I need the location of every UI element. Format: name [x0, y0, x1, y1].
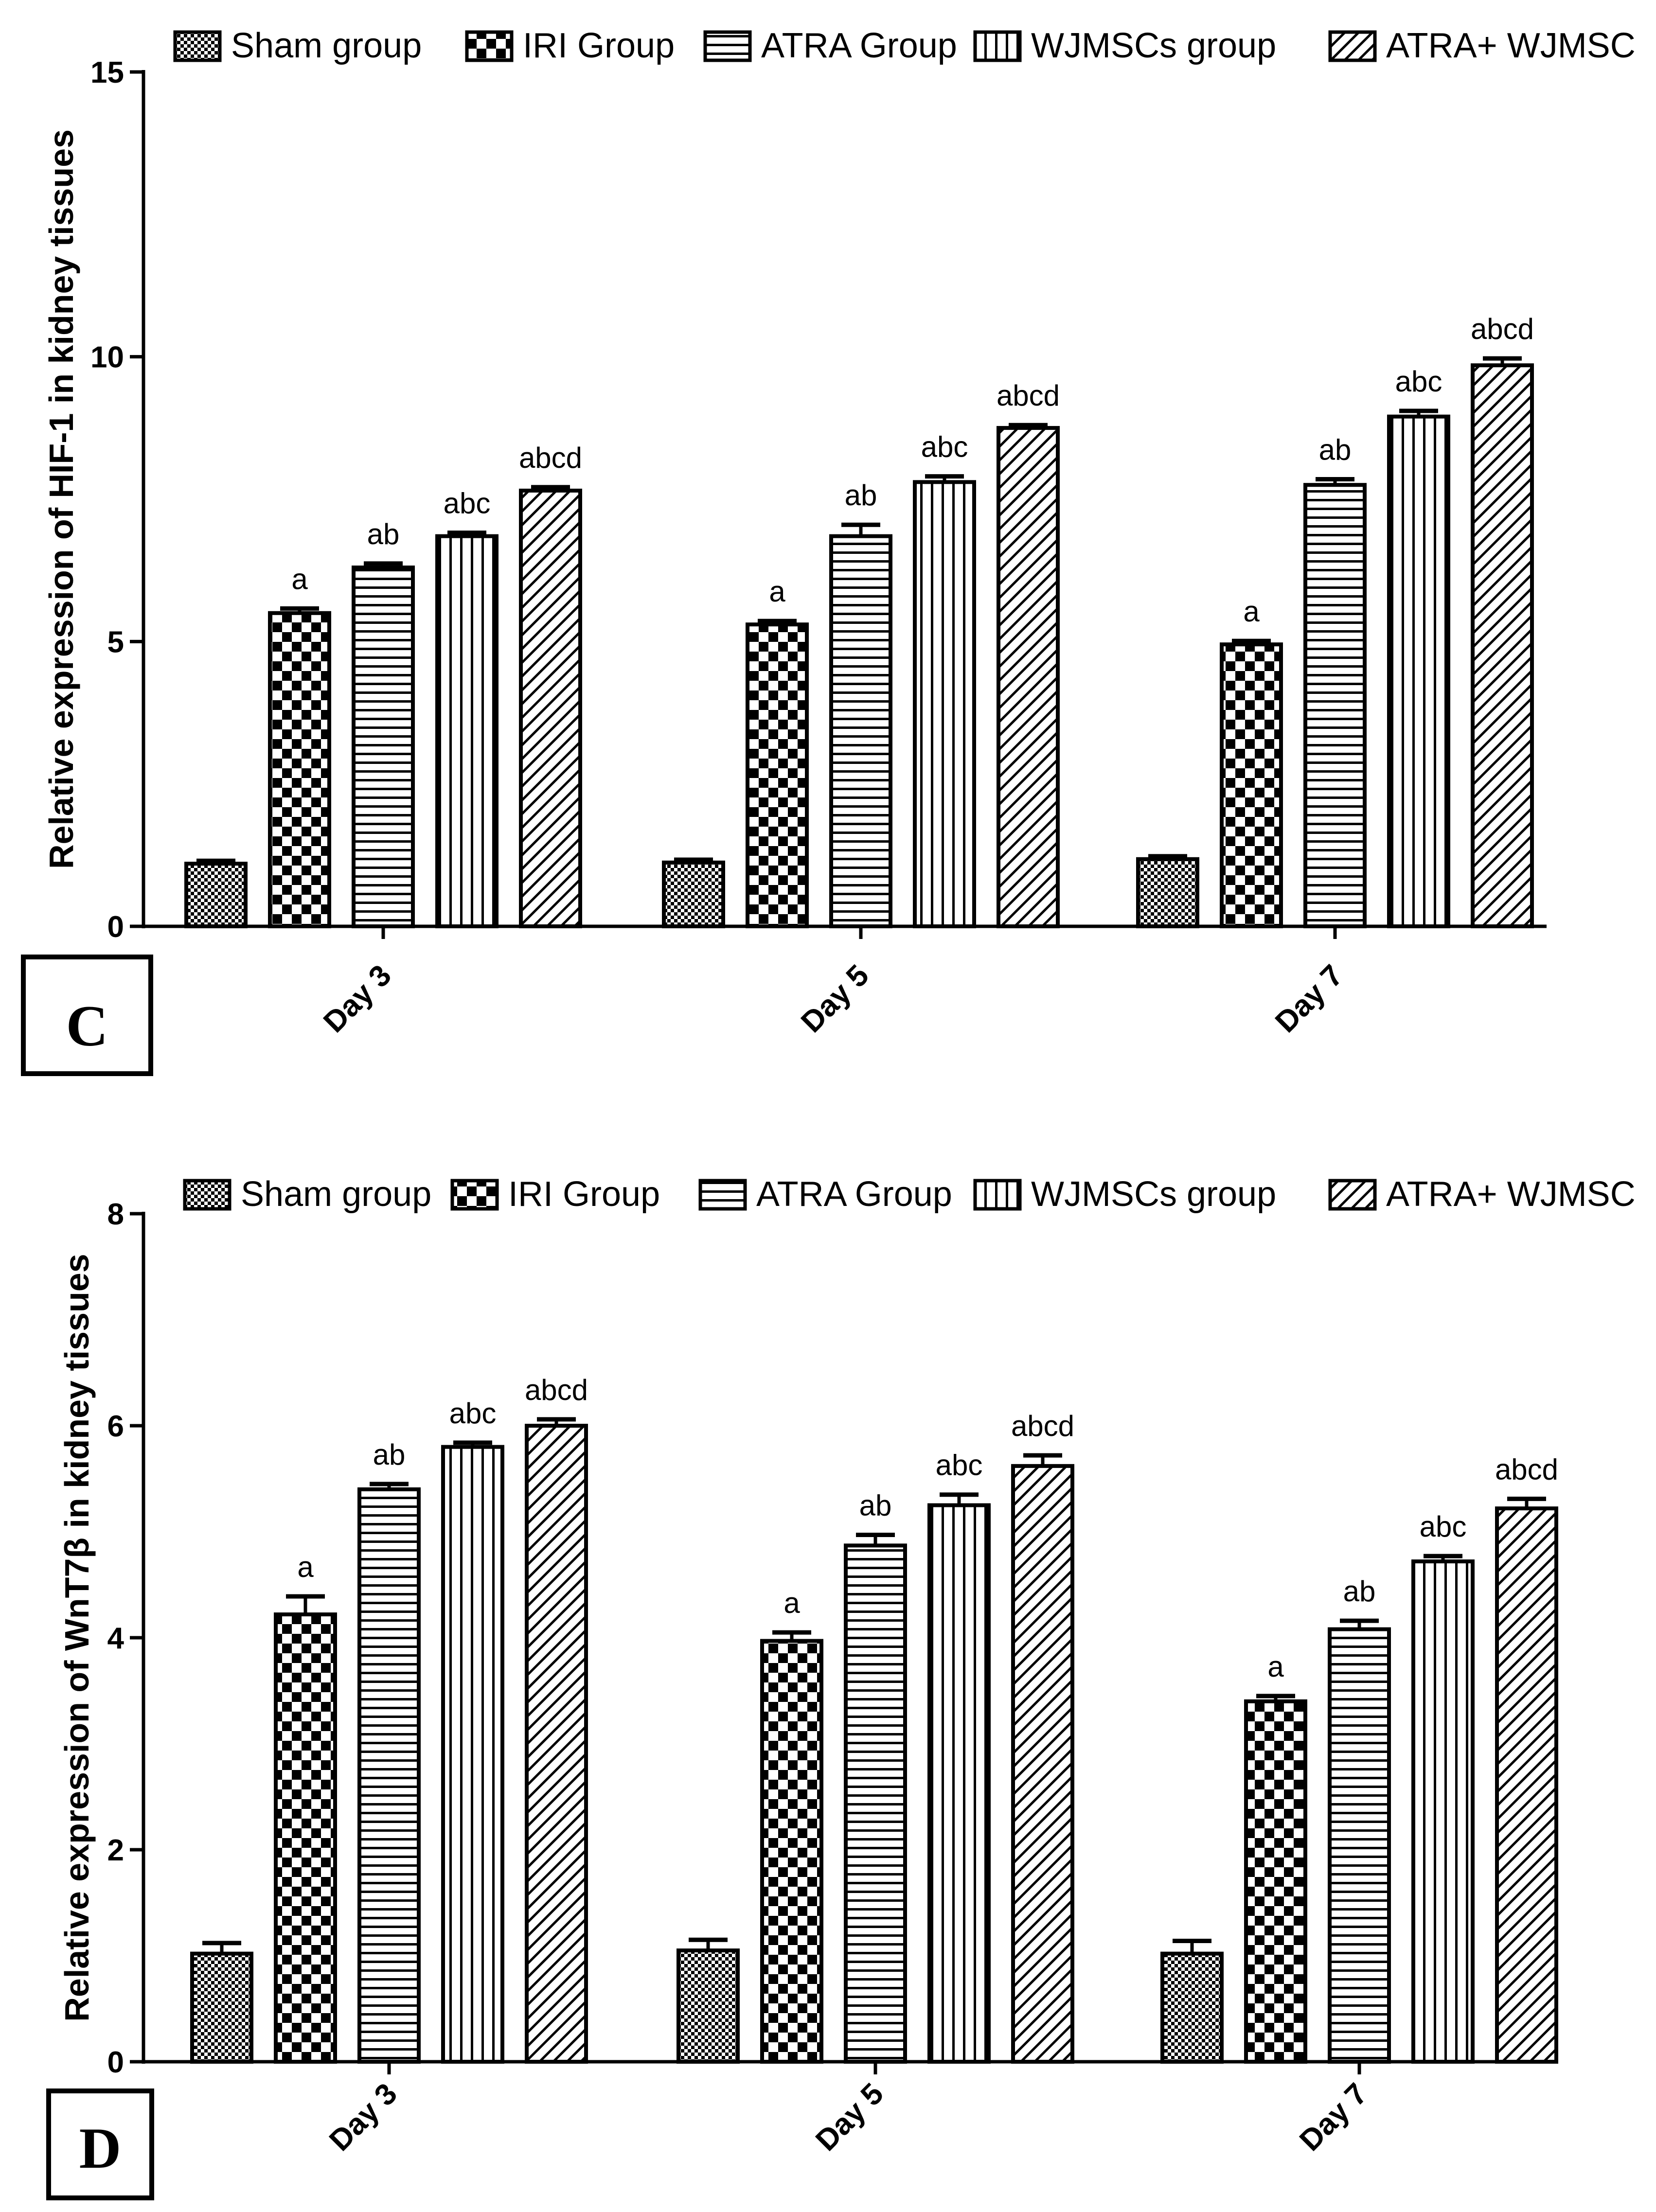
x-tick-label: Day 5 — [795, 958, 875, 1039]
y-tick-label: 5 — [107, 625, 124, 659]
bar-checker-large-0 — [268, 611, 331, 929]
significance-label: abcd — [519, 442, 582, 474]
significance-label: abc — [449, 1397, 497, 1430]
significance-label: abcd — [525, 1374, 588, 1406]
significance-label: a — [783, 1587, 800, 1619]
legend-swatch-diagonal — [1328, 1179, 1377, 1211]
bar-checker-small-0 — [184, 862, 248, 928]
significance-label: abc — [921, 431, 968, 463]
y-axis-title: Relative expression of HIF-1 in kidney t… — [42, 129, 80, 869]
significance-label: ab — [1343, 1575, 1376, 1608]
bar-diagonal-1 — [1011, 1464, 1074, 2064]
y-tick-label: 15 — [90, 56, 124, 89]
significance-label: a — [291, 563, 308, 595]
panel-label-box — [46, 2088, 154, 2200]
bar-diagonal-0 — [519, 488, 582, 928]
bar-horizontal-0 — [352, 566, 415, 929]
legend-label: IRI Group — [523, 26, 675, 65]
bar-diagonal-0 — [525, 1424, 588, 2064]
bar-checker-small-0 — [190, 1951, 253, 2064]
legend-swatch-diagonal — [1328, 30, 1377, 62]
legend-swatch-checker-small — [173, 30, 222, 62]
legend-swatch-horizontal — [698, 1179, 747, 1211]
bar-checker-small-2 — [1160, 1951, 1224, 2064]
significance-label: ab — [859, 1489, 892, 1522]
legend-label: Sham group — [241, 1175, 431, 1214]
significance-label: ab — [845, 479, 877, 512]
panel-label: D — [79, 2116, 122, 2180]
x-tick-label: Day 3 — [323, 2077, 404, 2158]
significance-label: a — [769, 575, 785, 608]
bar-checker-large-2 — [1244, 1699, 1307, 2064]
legend-label: WJMSCs group — [1031, 1175, 1276, 1214]
legend-label: ATRA+ WJMSC — [1386, 26, 1636, 65]
bar-vertical-2 — [1387, 414, 1450, 929]
bar-vertical-0 — [441, 1445, 504, 2064]
significance-label: abc — [1395, 365, 1442, 398]
x-tick-label: Day 7 — [1293, 2077, 1374, 2158]
significance-label: a — [297, 1551, 314, 1583]
panel-label: C — [66, 993, 108, 1058]
significance-label: ab — [367, 518, 400, 550]
legend-label: ATRA+ WJMSC — [1386, 1175, 1636, 1214]
bar-vertical-2 — [1411, 1559, 1475, 2064]
bar-diagonal-2 — [1471, 363, 1534, 928]
legend-swatch-checker-large — [450, 1179, 499, 1211]
bar-vertical-1 — [927, 1503, 991, 2064]
bar-horizontal-2 — [1328, 1627, 1391, 2064]
legend-swatch-vertical — [973, 30, 1022, 62]
significance-label: ab — [373, 1438, 406, 1471]
legend-swatch-checker-small — [183, 1179, 231, 1211]
y-tick-label: 10 — [90, 341, 124, 374]
bar-horizontal-1 — [829, 534, 892, 929]
bar-checker-small-2 — [1136, 857, 1199, 929]
chart-panel-c: Sham group IRI Group ATRA Group WJMSCs grou… — [21, 26, 1636, 1076]
y-tick-label: 0 — [107, 2046, 124, 2079]
bar-checker-large-1 — [760, 1639, 823, 2064]
significance-label: abcd — [1495, 1453, 1558, 1486]
bar-checker-large-2 — [1220, 642, 1283, 928]
x-tick-label: Day 5 — [809, 2077, 890, 2158]
significance-label: abcd — [1471, 313, 1534, 345]
bar-horizontal-0 — [357, 1487, 421, 2064]
legend-label: IRI Group — [508, 1175, 660, 1214]
legend-label: Sham group — [231, 26, 422, 65]
bar-checker-small-1 — [662, 860, 725, 928]
significance-label: abcd — [1011, 1410, 1074, 1442]
legend-swatch-checker-large — [465, 30, 514, 62]
legend-label: ATRA Group — [761, 26, 957, 65]
y-axis-title: Relative expression of WnT7β in kidney t… — [58, 1254, 96, 2021]
bar-horizontal-2 — [1303, 483, 1367, 928]
significance-label: abc — [1420, 1510, 1467, 1543]
significance-label: abc — [936, 1449, 983, 1482]
y-tick-label: 4 — [107, 1622, 125, 1655]
bar-checker-large-1 — [746, 622, 809, 928]
y-tick-label: 6 — [107, 1410, 124, 1443]
chart-panel-d: Sham group IRI Group ATRA Group WJMSCs grou… — [46, 1175, 1636, 2200]
significance-label: a — [1267, 1650, 1284, 1683]
legend-label: ATRA Group — [756, 1175, 952, 1214]
bar-checker-large-0 — [274, 1612, 337, 2064]
y-tick-label: 2 — [107, 1834, 124, 1867]
legend-swatch-vertical — [973, 1179, 1022, 1211]
significance-label: abc — [444, 487, 491, 520]
y-tick-label: 0 — [107, 910, 124, 944]
bar-diagonal-1 — [997, 426, 1060, 928]
x-tick-label: Day 3 — [317, 958, 398, 1039]
significance-label: ab — [1319, 434, 1352, 466]
panel-label-box — [21, 955, 153, 1076]
bar-vertical-1 — [913, 480, 976, 928]
x-tick-label: Day 7 — [1269, 958, 1350, 1039]
significance-label: a — [1243, 595, 1260, 628]
bar-horizontal-1 — [844, 1543, 907, 2064]
bar-vertical-0 — [435, 534, 499, 929]
legend-label: WJMSCs group — [1031, 26, 1276, 65]
bar-checker-small-1 — [677, 1948, 740, 2064]
y-tick-label: 8 — [107, 1198, 124, 1231]
significance-label: abcd — [997, 379, 1060, 412]
bar-diagonal-2 — [1495, 1506, 1558, 2064]
legend-swatch-horizontal — [703, 30, 752, 62]
